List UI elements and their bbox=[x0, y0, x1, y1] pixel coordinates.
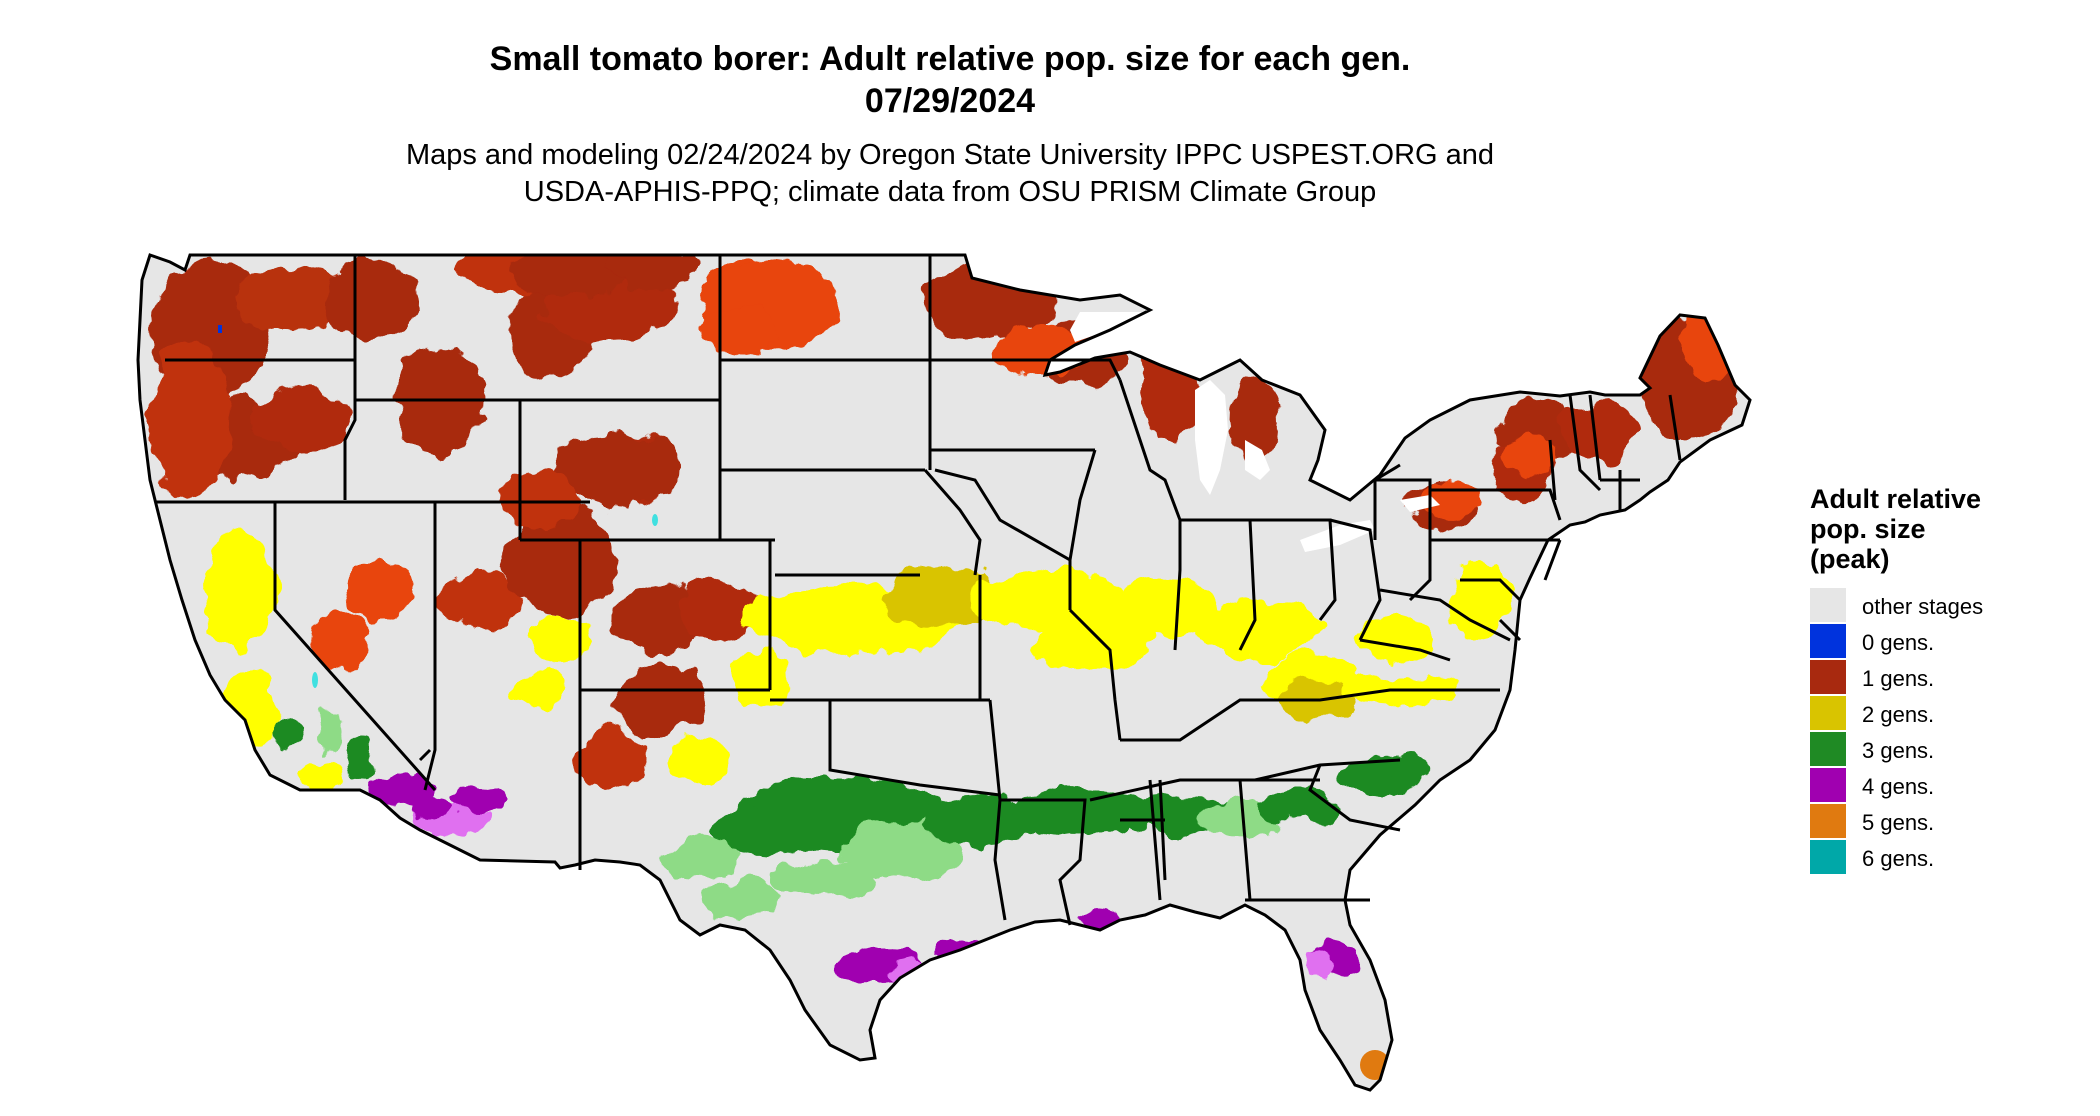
legend-swatch-gen6 bbox=[1810, 840, 1846, 874]
legend-label-gen2: 2 gens. bbox=[1862, 702, 1934, 727]
legend-swatch-gen4 bbox=[1810, 768, 1846, 802]
map-credits-line1: Maps and modeling 02/24/2024 by Oregon S… bbox=[405, 139, 1495, 171]
legend-label-gen6: 6 gens. bbox=[1862, 846, 1934, 871]
legend-swatch-gen1 bbox=[1810, 660, 1846, 694]
map-title: Small tomato borer: Adult relative pop. … bbox=[489, 40, 1411, 78]
gen0-spot bbox=[218, 325, 222, 333]
legend-swatch-gen0 bbox=[1810, 624, 1846, 658]
legend-swatch-other bbox=[1810, 588, 1846, 622]
legend-label-gen5: 5 gens. bbox=[1862, 810, 1934, 835]
gen2-zones bbox=[205, 530, 1510, 800]
legend-title-line1: Adult relative bbox=[1810, 484, 1981, 514]
legend-swatch-gen3 bbox=[1810, 732, 1846, 766]
state-borders bbox=[136, 253, 1752, 1092]
legend-title-line2: pop. size bbox=[1810, 514, 1926, 544]
legend-swatch-gen2 bbox=[1810, 696, 1846, 730]
legend-label-gen0: 0 gens. bbox=[1862, 630, 1934, 655]
legend-label-gen1: 1 gens. bbox=[1862, 666, 1934, 691]
legend-title-line3: (peak) bbox=[1810, 544, 1890, 574]
land-area bbox=[138, 255, 1750, 1090]
legend-swatch-gen5 bbox=[1810, 804, 1846, 838]
legend-label-other: other stages bbox=[1862, 594, 1983, 619]
map-credits-line2: USDA-APHIS-PPQ; climate data from OSU PR… bbox=[523, 176, 1377, 208]
gen6-spot bbox=[312, 672, 318, 688]
legend-label-gen4: 4 gens. bbox=[1862, 774, 1934, 799]
legend-label-gen3: 3 gens. bbox=[1862, 738, 1934, 763]
map-date: 07/29/2024 bbox=[864, 82, 1036, 120]
gen6-spot bbox=[652, 514, 658, 526]
legend: Adult relative pop. size (peak) other st… bbox=[1810, 484, 1983, 874]
